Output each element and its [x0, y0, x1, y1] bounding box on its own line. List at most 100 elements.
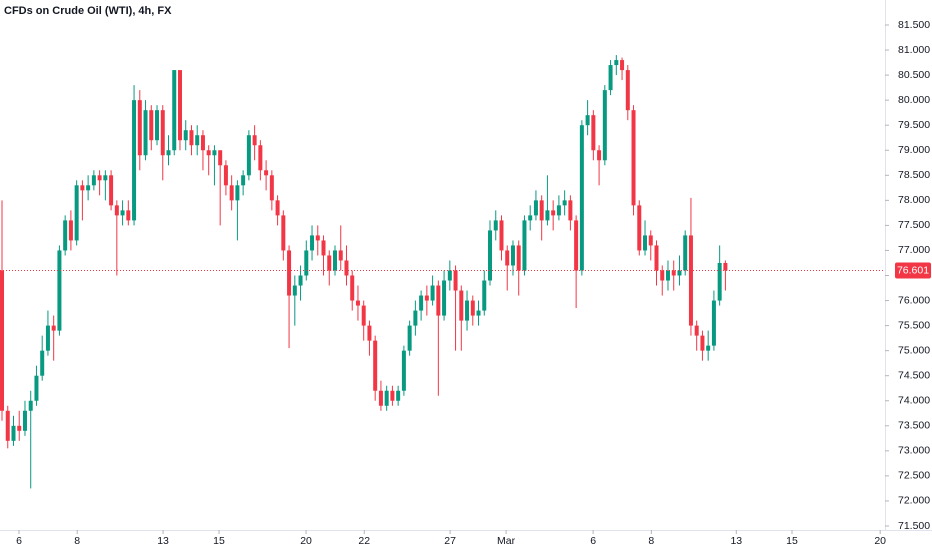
- candle-body: [86, 185, 91, 191]
- candle-body: [332, 250, 337, 271]
- candle-body: [453, 270, 458, 291]
- candle-body: [591, 115, 596, 151]
- candle-body: [132, 100, 137, 221]
- candle-body: [499, 220, 504, 251]
- candle-body: [315, 235, 320, 241]
- candle-body: [22, 410, 27, 431]
- x-tick-label: 27: [444, 535, 456, 547]
- y-tick-label: 80.000: [898, 94, 930, 106]
- candle-body: [545, 210, 550, 221]
- candle-body: [447, 270, 452, 281]
- candle-body: [212, 150, 217, 156]
- candle-body: [235, 185, 240, 201]
- candle-body: [17, 425, 22, 431]
- candle-body: [45, 325, 50, 351]
- candle-body: [91, 175, 96, 186]
- candle-body: [505, 250, 510, 266]
- y-tick-label: 79.000: [898, 144, 930, 156]
- candle-body: [206, 150, 211, 156]
- candle-body: [143, 110, 148, 156]
- x-tick-label: 6: [16, 535, 22, 547]
- y-tick-label: 76.000: [898, 294, 930, 306]
- candle-body: [160, 110, 165, 156]
- candle-body: [200, 135, 205, 151]
- candle-body: [28, 400, 33, 411]
- x-tick-label: Mar: [497, 535, 516, 547]
- candle-body: [528, 215, 533, 221]
- candle-body: [223, 165, 228, 186]
- candle-body: [51, 325, 56, 331]
- y-tick-label: 74.000: [898, 395, 930, 407]
- candle-body: [671, 270, 676, 276]
- candle-body: [327, 255, 332, 271]
- candle-body: [183, 130, 188, 141]
- candle-body: [229, 185, 234, 201]
- x-tick-label: 8: [74, 535, 80, 547]
- candle-body: [292, 285, 297, 296]
- candle-body: [120, 210, 125, 216]
- y-tick-label: 78.000: [898, 194, 930, 206]
- candle-body: [373, 340, 378, 391]
- candle-body: [488, 230, 493, 281]
- candle-body: [597, 150, 602, 161]
- candle-body: [493, 220, 498, 231]
- candle-body: [378, 390, 383, 406]
- candle-body: [97, 175, 102, 181]
- candle-body: [648, 235, 653, 246]
- x-tick-label: 20: [874, 535, 886, 547]
- candle-body: [281, 215, 286, 251]
- candle-body: [137, 100, 142, 156]
- candle-body: [683, 235, 688, 271]
- candle-body: [252, 135, 257, 146]
- candle-body: [654, 245, 659, 271]
- candle-body: [189, 130, 194, 146]
- candle-body: [269, 175, 274, 201]
- candle-body: [625, 70, 630, 111]
- candle-body: [241, 175, 246, 186]
- last-price-tag: [895, 262, 931, 279]
- x-tick-label: 6: [590, 535, 596, 547]
- candle-body: [177, 70, 182, 141]
- candle-body: [390, 390, 395, 401]
- candle-body: [396, 390, 401, 401]
- y-tick-label: 73.500: [898, 420, 930, 432]
- candle-body: [665, 270, 670, 281]
- candle-body: [522, 220, 527, 271]
- candle-body: [413, 310, 418, 326]
- candle-body: [556, 205, 561, 216]
- candle-body: [63, 220, 68, 251]
- candle-body: [258, 145, 263, 171]
- candle-body: [620, 60, 625, 71]
- candle-body: [482, 280, 487, 311]
- candle-body: [401, 350, 406, 391]
- candle-body: [172, 70, 177, 151]
- candle-body: [40, 350, 45, 376]
- candle-body: [700, 335, 705, 351]
- candle-body: [166, 150, 171, 156]
- candle-body: [109, 175, 114, 206]
- candle-body: [694, 325, 699, 336]
- candle-body: [643, 235, 648, 251]
- candle-body: [264, 170, 269, 176]
- x-tick-label: 15: [213, 535, 225, 547]
- y-tick-label: 73.000: [898, 445, 930, 457]
- candle-body: [74, 185, 79, 241]
- candle-body: [338, 250, 343, 261]
- candle-body: [310, 235, 315, 251]
- candle-body: [723, 262, 728, 271]
- candle-body: [384, 390, 389, 406]
- y-tick-label: 72.500: [898, 470, 930, 482]
- y-tick-label: 81.000: [898, 44, 930, 56]
- candle-body: [304, 250, 309, 276]
- chart-title: CFDs on Crude Oil (WTI), 4h, FX: [4, 5, 172, 17]
- candle-body: [218, 150, 223, 166]
- candle-body: [660, 270, 665, 281]
- candle-body: [34, 375, 39, 401]
- y-tick-label: 80.500: [898, 69, 930, 81]
- candle-body: [298, 275, 303, 286]
- candle-body: [275, 200, 280, 216]
- candle-body: [350, 275, 355, 301]
- x-tick-label: 13: [157, 535, 169, 547]
